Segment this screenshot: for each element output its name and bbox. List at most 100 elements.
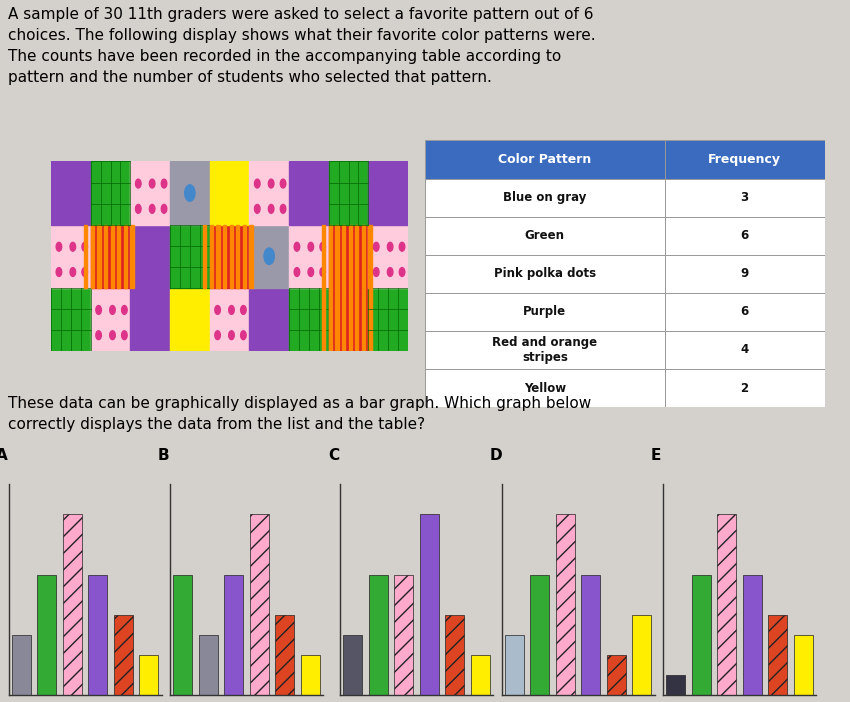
Text: Red and orange
stripes: Red and orange stripes: [492, 336, 598, 364]
Bar: [203, 225, 207, 288]
Circle shape: [122, 331, 127, 340]
Bar: [505, 635, 524, 695]
Bar: [91, 225, 94, 288]
Bar: [665, 255, 824, 293]
Bar: [12, 635, 31, 695]
Text: Pink polka dots: Pink polka dots: [494, 267, 596, 280]
Bar: [425, 178, 665, 217]
Circle shape: [110, 331, 116, 340]
Bar: [368, 288, 408, 351]
Text: Color Pattern: Color Pattern: [498, 153, 592, 166]
Bar: [368, 225, 408, 288]
Text: 6: 6: [740, 229, 749, 242]
Bar: [665, 331, 824, 369]
Bar: [342, 225, 345, 288]
Text: 4: 4: [740, 343, 749, 357]
Bar: [717, 515, 736, 695]
Text: E: E: [651, 449, 661, 463]
Bar: [665, 293, 824, 331]
Bar: [425, 369, 665, 407]
Circle shape: [373, 267, 379, 277]
Bar: [289, 225, 329, 288]
Circle shape: [241, 331, 246, 340]
Circle shape: [56, 267, 62, 277]
Circle shape: [162, 179, 167, 188]
Bar: [368, 288, 371, 351]
Bar: [210, 225, 249, 288]
Circle shape: [150, 179, 155, 188]
Circle shape: [122, 305, 127, 314]
Bar: [768, 615, 787, 695]
Bar: [362, 288, 365, 351]
Bar: [348, 288, 352, 351]
Bar: [394, 575, 413, 695]
Bar: [425, 331, 665, 369]
Bar: [88, 575, 107, 695]
Bar: [249, 288, 289, 351]
Circle shape: [229, 305, 235, 314]
Bar: [692, 575, 711, 695]
Bar: [335, 288, 338, 351]
Bar: [170, 225, 210, 288]
Bar: [368, 225, 371, 288]
Bar: [329, 225, 332, 288]
Circle shape: [269, 179, 274, 188]
Bar: [322, 288, 326, 351]
Bar: [130, 161, 170, 225]
Circle shape: [150, 204, 155, 213]
Circle shape: [269, 204, 274, 213]
Bar: [471, 655, 490, 695]
Text: C: C: [328, 449, 339, 463]
Text: 3: 3: [740, 191, 749, 204]
Circle shape: [184, 185, 195, 201]
Bar: [355, 225, 359, 288]
Bar: [91, 161, 130, 225]
Circle shape: [320, 267, 326, 277]
Bar: [130, 288, 170, 351]
Bar: [243, 225, 246, 288]
Bar: [665, 140, 824, 178]
Circle shape: [254, 179, 260, 188]
Circle shape: [388, 267, 393, 277]
Text: Purple: Purple: [524, 305, 566, 319]
Bar: [130, 225, 170, 288]
Bar: [91, 288, 130, 351]
Bar: [329, 288, 332, 351]
Bar: [665, 217, 824, 255]
Bar: [425, 217, 665, 255]
Bar: [210, 225, 213, 288]
Bar: [530, 575, 549, 695]
Bar: [348, 225, 352, 288]
Bar: [37, 575, 56, 695]
Circle shape: [56, 242, 62, 251]
Text: 9: 9: [740, 267, 749, 280]
Circle shape: [373, 242, 379, 251]
Bar: [249, 161, 289, 225]
Bar: [445, 615, 464, 695]
Bar: [369, 575, 388, 695]
Text: D: D: [490, 449, 502, 463]
Bar: [301, 655, 320, 695]
Circle shape: [294, 267, 300, 277]
Circle shape: [96, 331, 101, 340]
Bar: [124, 225, 127, 288]
Circle shape: [320, 242, 326, 251]
Circle shape: [280, 179, 286, 188]
Bar: [329, 225, 368, 288]
Bar: [289, 161, 329, 225]
Bar: [607, 655, 626, 695]
Bar: [210, 288, 249, 351]
Circle shape: [264, 248, 275, 265]
Bar: [329, 161, 368, 225]
Bar: [97, 225, 100, 288]
Bar: [170, 161, 210, 225]
Bar: [250, 515, 269, 695]
Bar: [632, 615, 651, 695]
Bar: [329, 288, 368, 351]
Bar: [210, 161, 249, 225]
Bar: [139, 655, 158, 695]
Bar: [275, 615, 294, 695]
Circle shape: [388, 242, 393, 251]
Bar: [289, 288, 329, 351]
Bar: [425, 255, 665, 293]
